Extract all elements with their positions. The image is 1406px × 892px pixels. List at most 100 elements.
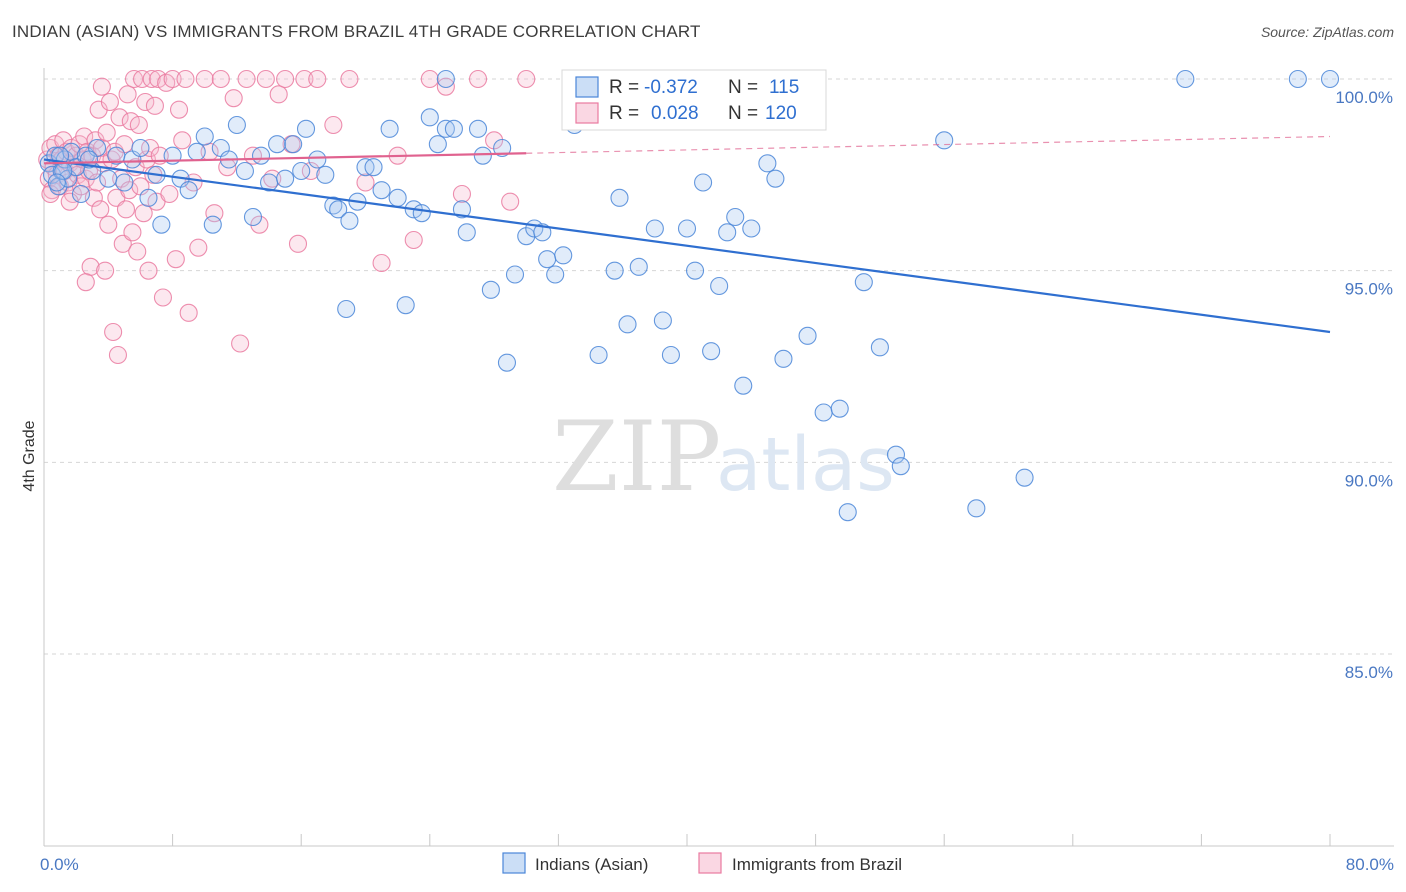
point-blue-87 xyxy=(702,342,721,361)
point-blue-114 xyxy=(47,173,66,192)
point-pink-114 xyxy=(76,273,95,292)
point-blue-82 xyxy=(653,311,672,330)
point-pink-94 xyxy=(269,85,288,104)
point-blue-64 xyxy=(497,353,517,372)
point-blue-23 xyxy=(179,181,198,200)
point-blue-31 xyxy=(243,207,263,227)
legend-label-indians[interactable]: Indians (Asian) xyxy=(535,855,648,874)
stats-swatch-pink xyxy=(575,102,599,124)
trend-line-pink xyxy=(43,152,527,165)
point-blue-105 xyxy=(967,499,986,518)
point-blue-95 xyxy=(774,349,793,368)
point-blue-39 xyxy=(308,150,327,169)
y-axis-title: 4th Grade xyxy=(21,420,38,491)
point-pink-85 xyxy=(211,69,230,89)
point-pink-53 xyxy=(123,223,142,242)
point-blue-29 xyxy=(227,115,246,135)
point-pink-113 xyxy=(517,69,536,89)
point-blue-112 xyxy=(51,146,70,165)
point-pink-106 xyxy=(404,230,423,250)
stats-r-value-pink: 0.028 xyxy=(651,103,699,124)
point-blue-79 xyxy=(618,315,637,334)
point-blue-89 xyxy=(718,223,737,242)
point-pink-87 xyxy=(224,89,243,108)
point-pink-31 xyxy=(87,173,107,192)
point-blue-61 xyxy=(473,146,492,165)
point-blue-94 xyxy=(766,169,785,188)
point-blue-37 xyxy=(292,161,311,181)
point-blue-80 xyxy=(629,257,648,276)
point-pink-49 xyxy=(116,200,136,219)
point-blue-109 xyxy=(1320,69,1340,89)
point-pink-67 xyxy=(145,96,164,115)
point-blue-104 xyxy=(935,131,954,150)
point-pink-84 xyxy=(205,204,224,223)
point-pink-73 xyxy=(160,184,179,204)
point-blue-13 xyxy=(99,169,118,188)
point-blue-38 xyxy=(296,119,316,138)
point-pink-91 xyxy=(250,215,269,234)
point-pink-103 xyxy=(356,173,375,192)
point-pink-63 xyxy=(139,261,158,280)
point-pink-64 xyxy=(141,138,160,158)
point-pink-76 xyxy=(169,100,189,119)
point-pink-23 xyxy=(75,127,94,146)
point-blue-49 xyxy=(380,119,399,138)
point-blue-26 xyxy=(203,215,222,234)
point-blue-91 xyxy=(734,376,753,395)
point-blue-9 xyxy=(71,184,91,204)
point-blue-36 xyxy=(284,135,303,154)
point-pink-57 xyxy=(129,115,148,135)
point-blue-98 xyxy=(830,399,849,418)
point-blue-44 xyxy=(340,211,359,230)
point-blue-68 xyxy=(533,223,552,242)
stats-n-label-pink: N = xyxy=(728,103,758,124)
point-blue-51 xyxy=(396,296,415,315)
point-pink-37 xyxy=(97,123,116,142)
point-blue-35 xyxy=(276,169,295,188)
axes xyxy=(43,68,1394,847)
point-blue-47 xyxy=(364,158,383,177)
point-pink-104 xyxy=(372,253,391,273)
trend-line-blue xyxy=(43,158,1331,334)
legend-swatch-blue[interactable] xyxy=(502,852,526,874)
point-blue-17 xyxy=(131,138,150,158)
stats-n-value-blue: 115 xyxy=(769,77,799,98)
point-pink-44 xyxy=(108,345,127,365)
point-blue-48 xyxy=(372,181,391,200)
point-pink-100 xyxy=(308,69,327,89)
point-blue-58 xyxy=(452,200,472,219)
point-pink-110 xyxy=(468,69,488,89)
point-blue-18 xyxy=(139,188,158,207)
point-pink-59 xyxy=(133,69,152,89)
point-blue-69 xyxy=(538,250,557,269)
point-blue-97 xyxy=(814,403,833,422)
y-tick-label-3: 85.0% xyxy=(1345,663,1393,682)
point-blue-50 xyxy=(388,188,407,207)
legend-swatch-pink[interactable] xyxy=(698,852,722,874)
point-pink-38 xyxy=(99,215,118,234)
point-blue-63 xyxy=(493,138,512,158)
x-tick-label-max: 80.0% xyxy=(1346,855,1394,874)
point-blue-115 xyxy=(79,150,99,169)
point-blue-99 xyxy=(838,503,857,522)
y-tick-labels: 100.0% 95.0% 90.0% 85.0% xyxy=(1335,88,1393,682)
trend-lines xyxy=(43,135,1331,334)
point-pink-75 xyxy=(166,250,185,269)
point-blue-96 xyxy=(798,326,817,345)
point-blue-83 xyxy=(661,345,680,365)
stats-n-value-pink: 120 xyxy=(765,103,797,124)
point-pink-107 xyxy=(420,69,439,89)
point-pink-79 xyxy=(179,303,198,322)
point-blue-42 xyxy=(329,200,348,219)
legend-label-brazil[interactable]: Immigrants from Brazil xyxy=(732,855,902,874)
watermark-atlas: atlas xyxy=(716,422,895,508)
point-blue-24 xyxy=(187,142,206,161)
point-blue-92 xyxy=(742,219,761,238)
point-blue-85 xyxy=(685,261,705,280)
point-pink-74 xyxy=(163,69,182,89)
point-blue-86 xyxy=(694,173,713,192)
point-pink-50 xyxy=(118,85,137,104)
point-blue-84 xyxy=(677,219,697,238)
point-blue-59 xyxy=(457,223,476,242)
